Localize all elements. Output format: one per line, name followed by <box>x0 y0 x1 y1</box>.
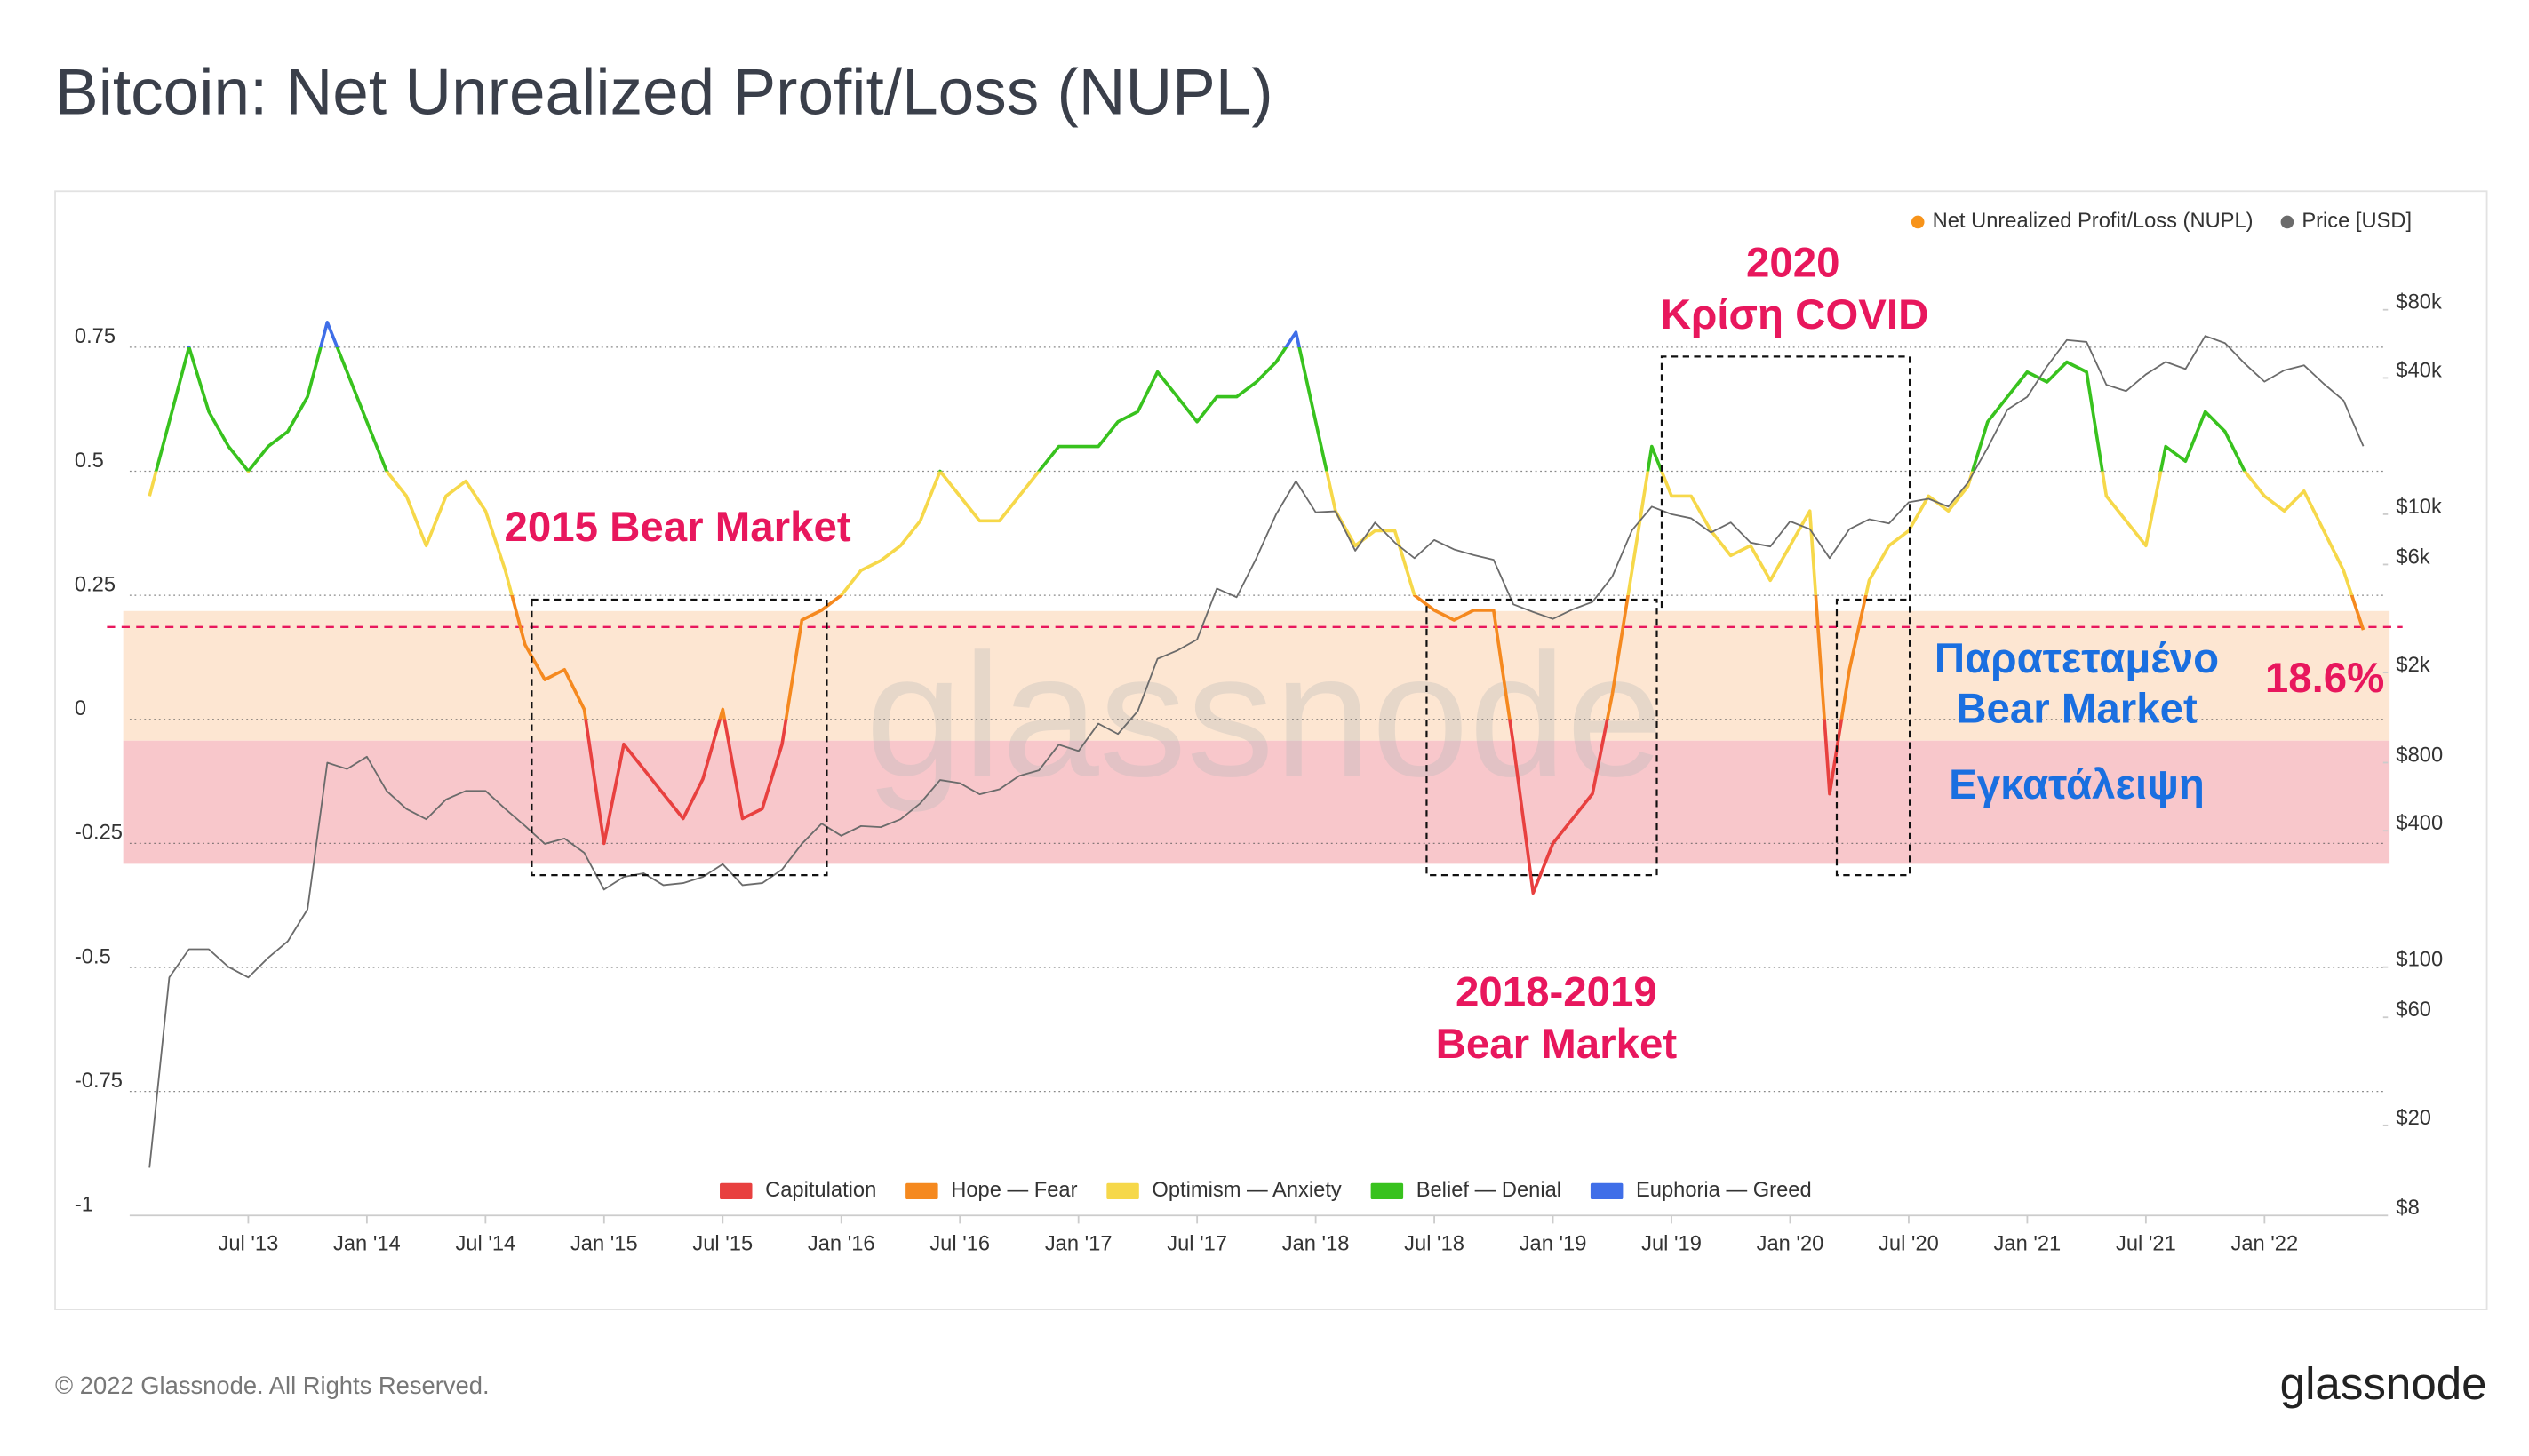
y2-tick-label: $60 <box>2396 999 2431 1022</box>
legend-label: Price [USD] <box>2302 210 2412 233</box>
x-tick-label: Jan '21 <box>1994 1232 2062 1255</box>
chart-frame <box>54 190 2488 1310</box>
x-tick-label: Jan '15 <box>570 1232 638 1255</box>
x-tick-label: Jul '18 <box>1404 1232 1464 1255</box>
x-tick-label: Jul '13 <box>219 1232 279 1255</box>
footer: © 2022 Glassnode. All Rights Reserved. <box>55 1372 490 1399</box>
y-tick-label: 0.5 <box>75 450 104 473</box>
annotation: 2018-2019 <box>1456 969 1657 1016</box>
zone-label: Capitulation <box>765 1179 876 1202</box>
zone-label: Belief — Denial <box>1416 1179 1561 1202</box>
x-tick-label: Jan '16 <box>808 1232 875 1255</box>
annotation-boxes <box>531 355 1911 877</box>
y-tick-label: 0 <box>75 697 86 720</box>
x-tick-label: Jul '19 <box>1641 1232 1702 1255</box>
logo: glassnode <box>2280 1358 2487 1409</box>
zone-label: Euphoria — Greed <box>1636 1179 1812 1202</box>
y-tick-label: -1 <box>75 1194 93 1217</box>
y2-tick-label: $80k <box>2396 291 2442 314</box>
y2-tick-label: $10k <box>2396 496 2442 519</box>
y-tick-label: 0.25 <box>75 573 116 596</box>
legend-item: Price [USD] <box>2280 210 2412 233</box>
y2-tick-label: $6k <box>2396 545 2429 569</box>
box-2018 <box>1425 598 1658 877</box>
x-tick-label: Jul '20 <box>1879 1232 1939 1255</box>
zone-swatch <box>720 1182 753 1200</box>
annotation: 2020 <box>1746 240 1839 287</box>
y2-tick-label: $40k <box>2396 359 2442 382</box>
x-tick-label: Jan '14 <box>333 1232 401 1255</box>
zone-swatch <box>1370 1182 1404 1200</box>
zone-swatch <box>1590 1182 1624 1200</box>
plot: 0.75 0.5 0.25 0 -0.25 -0.5 -0.75 -1 $80k $40k $10k… <box>75 210 2443 1255</box>
x-tick-label: Jul '17 <box>1167 1232 1227 1255</box>
zone-swatch <box>1106 1182 1139 1200</box>
x-tick-label: Jul '15 <box>692 1232 753 1255</box>
price-line <box>148 335 2365 1168</box>
annotation: Bear Market <box>1436 1021 1678 1068</box>
y2-tick-label: $100 <box>2396 949 2443 972</box>
reference-label: 18.6% <box>2265 655 2384 702</box>
x-tick-label: Jan '19 <box>1520 1232 1587 1255</box>
legend-item: Net Unrealized Profit/Loss (NUPL) <box>1911 210 2254 233</box>
y2-tick-label: $20 <box>2396 1107 2431 1130</box>
box-2015 <box>531 598 828 877</box>
watermark: glassnode <box>866 617 1663 813</box>
x-tick-label: Jul '16 <box>929 1232 990 1255</box>
x-tick-label: Jul '14 <box>455 1232 515 1255</box>
y-tick-label: 0.75 <box>75 325 116 348</box>
y2-tick-label: $800 <box>2396 744 2443 767</box>
x-tick-label: Jan '22 <box>2230 1232 2298 1255</box>
x-tick-label: Jul '21 <box>2116 1232 2176 1255</box>
page-title: Bitcoin: Net Unrealized Profit/Loss (NUP… <box>55 57 1273 129</box>
y-tick-label: -0.25 <box>75 822 123 845</box>
box-2020 <box>1660 355 1911 877</box>
y-tick-label: -0.5 <box>75 945 111 968</box>
annotation: Παρατεταμένο <box>1935 635 2219 682</box>
annotation: Εγκατάλειψη <box>1949 761 2205 808</box>
legend-swatch <box>2280 215 2294 229</box>
y2-tick-label: $2k <box>2396 654 2429 677</box>
nupl-line <box>148 321 2365 895</box>
legend-swatch <box>1911 215 1925 229</box>
y2-tick-label: $8 <box>2396 1197 2419 1220</box>
legend-label: Net Unrealized Profit/Loss (NUPL) <box>1933 210 2254 233</box>
zone-label: Hope — Fear <box>951 1179 1077 1202</box>
annotation: Bear Market <box>1956 685 2198 732</box>
zone-swatch <box>905 1182 938 1200</box>
y-tick-label: -0.75 <box>75 1070 123 1093</box>
annotation: Κρίση COVID <box>1661 291 1929 338</box>
x-tick-label: Jan '17 <box>1045 1232 1113 1255</box>
x-tick-label: Jan '20 <box>1757 1232 1824 1255</box>
zone-label: Optimism — Anxiety <box>1152 1179 1342 1202</box>
x-tick-label: Jan '18 <box>1282 1232 1350 1255</box>
y2-tick-label: $400 <box>2396 812 2443 835</box>
annotation: 2015 Bear Market <box>504 504 850 551</box>
